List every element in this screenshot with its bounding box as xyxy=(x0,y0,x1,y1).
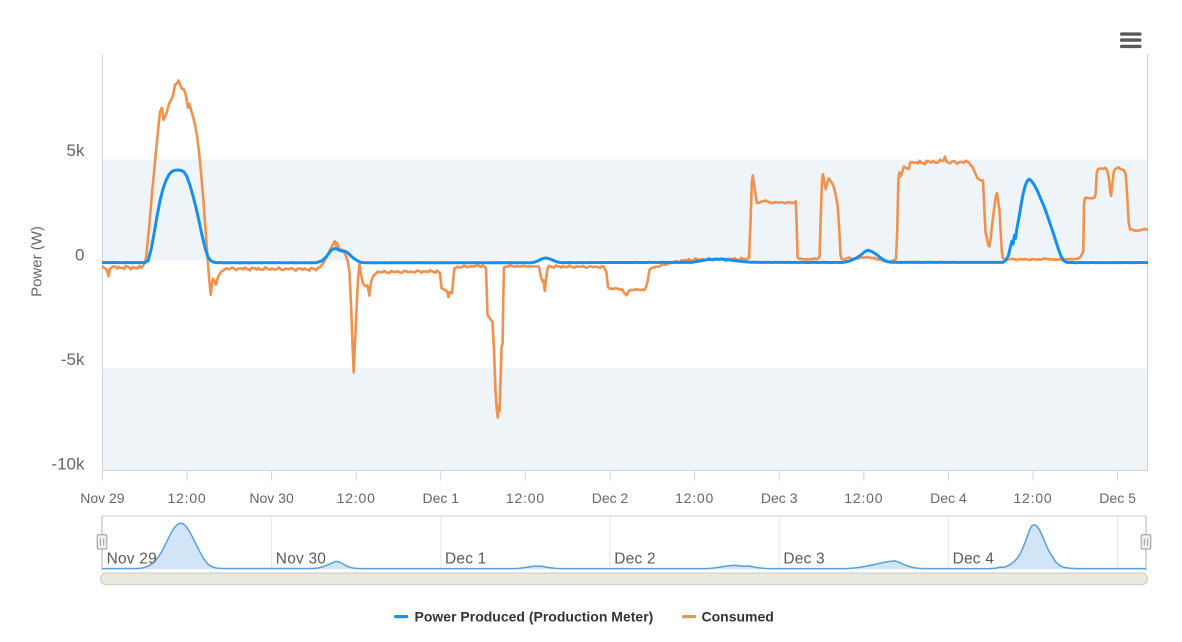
svg-text:Nov 30: Nov 30 xyxy=(276,551,326,568)
svg-text:Dec 4: Dec 4 xyxy=(930,490,967,506)
svg-text:Nov 29: Nov 29 xyxy=(80,490,125,506)
svg-text:Dec 3: Dec 3 xyxy=(783,551,825,568)
svg-text:12:00: 12:00 xyxy=(844,490,883,506)
svg-text:Dec 3: Dec 3 xyxy=(761,490,798,506)
svg-text:Power Produced (Production Met: Power Produced (Production Meter) xyxy=(415,609,654,625)
svg-text:Power (W): Power (W) xyxy=(29,226,46,297)
svg-text:-5k: -5k xyxy=(61,350,85,369)
svg-text:Dec 1: Dec 1 xyxy=(445,551,487,568)
svg-text:5k: 5k xyxy=(67,141,85,160)
svg-text:12:00: 12:00 xyxy=(506,490,545,506)
svg-text:-10k: -10k xyxy=(51,454,85,473)
svg-text:Dec 4: Dec 4 xyxy=(953,551,995,568)
svg-text:12:00: 12:00 xyxy=(337,490,376,506)
svg-text:12:00: 12:00 xyxy=(675,490,714,506)
svg-text:Dec 5: Dec 5 xyxy=(1099,490,1136,506)
svg-text:12:00: 12:00 xyxy=(1013,490,1052,506)
svg-text:Nov 29: Nov 29 xyxy=(107,551,157,568)
svg-text:Dec 2: Dec 2 xyxy=(614,551,656,568)
svg-text:0: 0 xyxy=(75,245,84,264)
svg-text:Dec 1: Dec 1 xyxy=(423,490,460,506)
svg-text:12:00: 12:00 xyxy=(167,490,206,506)
svg-text:Consumed: Consumed xyxy=(702,609,774,625)
svg-text:Dec 2: Dec 2 xyxy=(592,490,629,506)
svg-text:Nov 30: Nov 30 xyxy=(249,490,294,506)
